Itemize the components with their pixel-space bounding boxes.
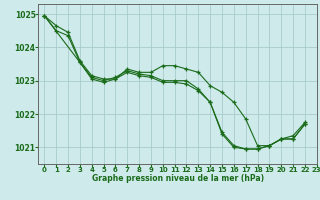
X-axis label: Graphe pression niveau de la mer (hPa): Graphe pression niveau de la mer (hPa) xyxy=(92,174,264,183)
